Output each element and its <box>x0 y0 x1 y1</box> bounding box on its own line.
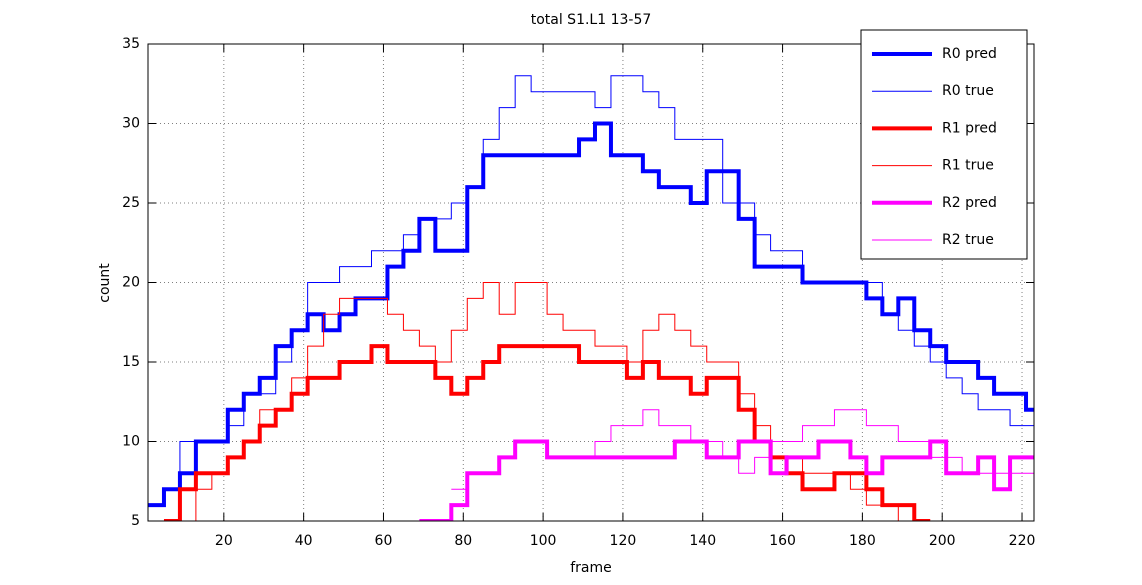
y-tick-label: 25 <box>122 195 140 211</box>
plot-frame <box>147 43 1035 522</box>
y-tick-label: 5 <box>131 513 140 529</box>
series-line <box>163 282 931 521</box>
series-line <box>148 75 1034 506</box>
x-tick-label: 100 <box>530 533 557 549</box>
x-tick-label: 80 <box>454 533 472 549</box>
legend-label: R0 pred <box>942 46 997 62</box>
series-line <box>163 344 931 521</box>
legend-label: R0 true <box>942 83 994 99</box>
x-tick-label: 160 <box>769 533 796 549</box>
legend-label: R2 true <box>942 232 994 248</box>
x-axis-label: frame <box>570 560 612 576</box>
x-tick-label: 140 <box>689 533 716 549</box>
legend-label: R1 true <box>942 158 994 174</box>
x-tick-label: 120 <box>610 533 637 549</box>
legend-label: R2 pred <box>942 195 997 211</box>
y-tick-label: 30 <box>122 116 140 132</box>
series-line <box>419 439 1034 521</box>
y-tick-label: 35 <box>122 36 140 52</box>
y-tick-label: 10 <box>122 434 140 450</box>
x-tick-label: 20 <box>215 533 233 549</box>
series-line <box>451 409 1034 490</box>
y-tick-label: 20 <box>122 275 140 291</box>
legend-box <box>860 29 1028 260</box>
x-tick-label: 60 <box>375 533 393 549</box>
series-line <box>148 121 1034 508</box>
x-tick-label: 180 <box>849 533 876 549</box>
x-tick-label: 40 <box>295 533 313 549</box>
x-tick-label: 200 <box>929 533 956 549</box>
y-axis-label: count <box>97 263 113 303</box>
chart-title: total S1.L1 13-57 <box>531 12 652 28</box>
legend-label: R1 pred <box>942 120 997 136</box>
x-tick-label: 220 <box>1009 533 1036 549</box>
y-tick-label: 15 <box>122 354 140 370</box>
